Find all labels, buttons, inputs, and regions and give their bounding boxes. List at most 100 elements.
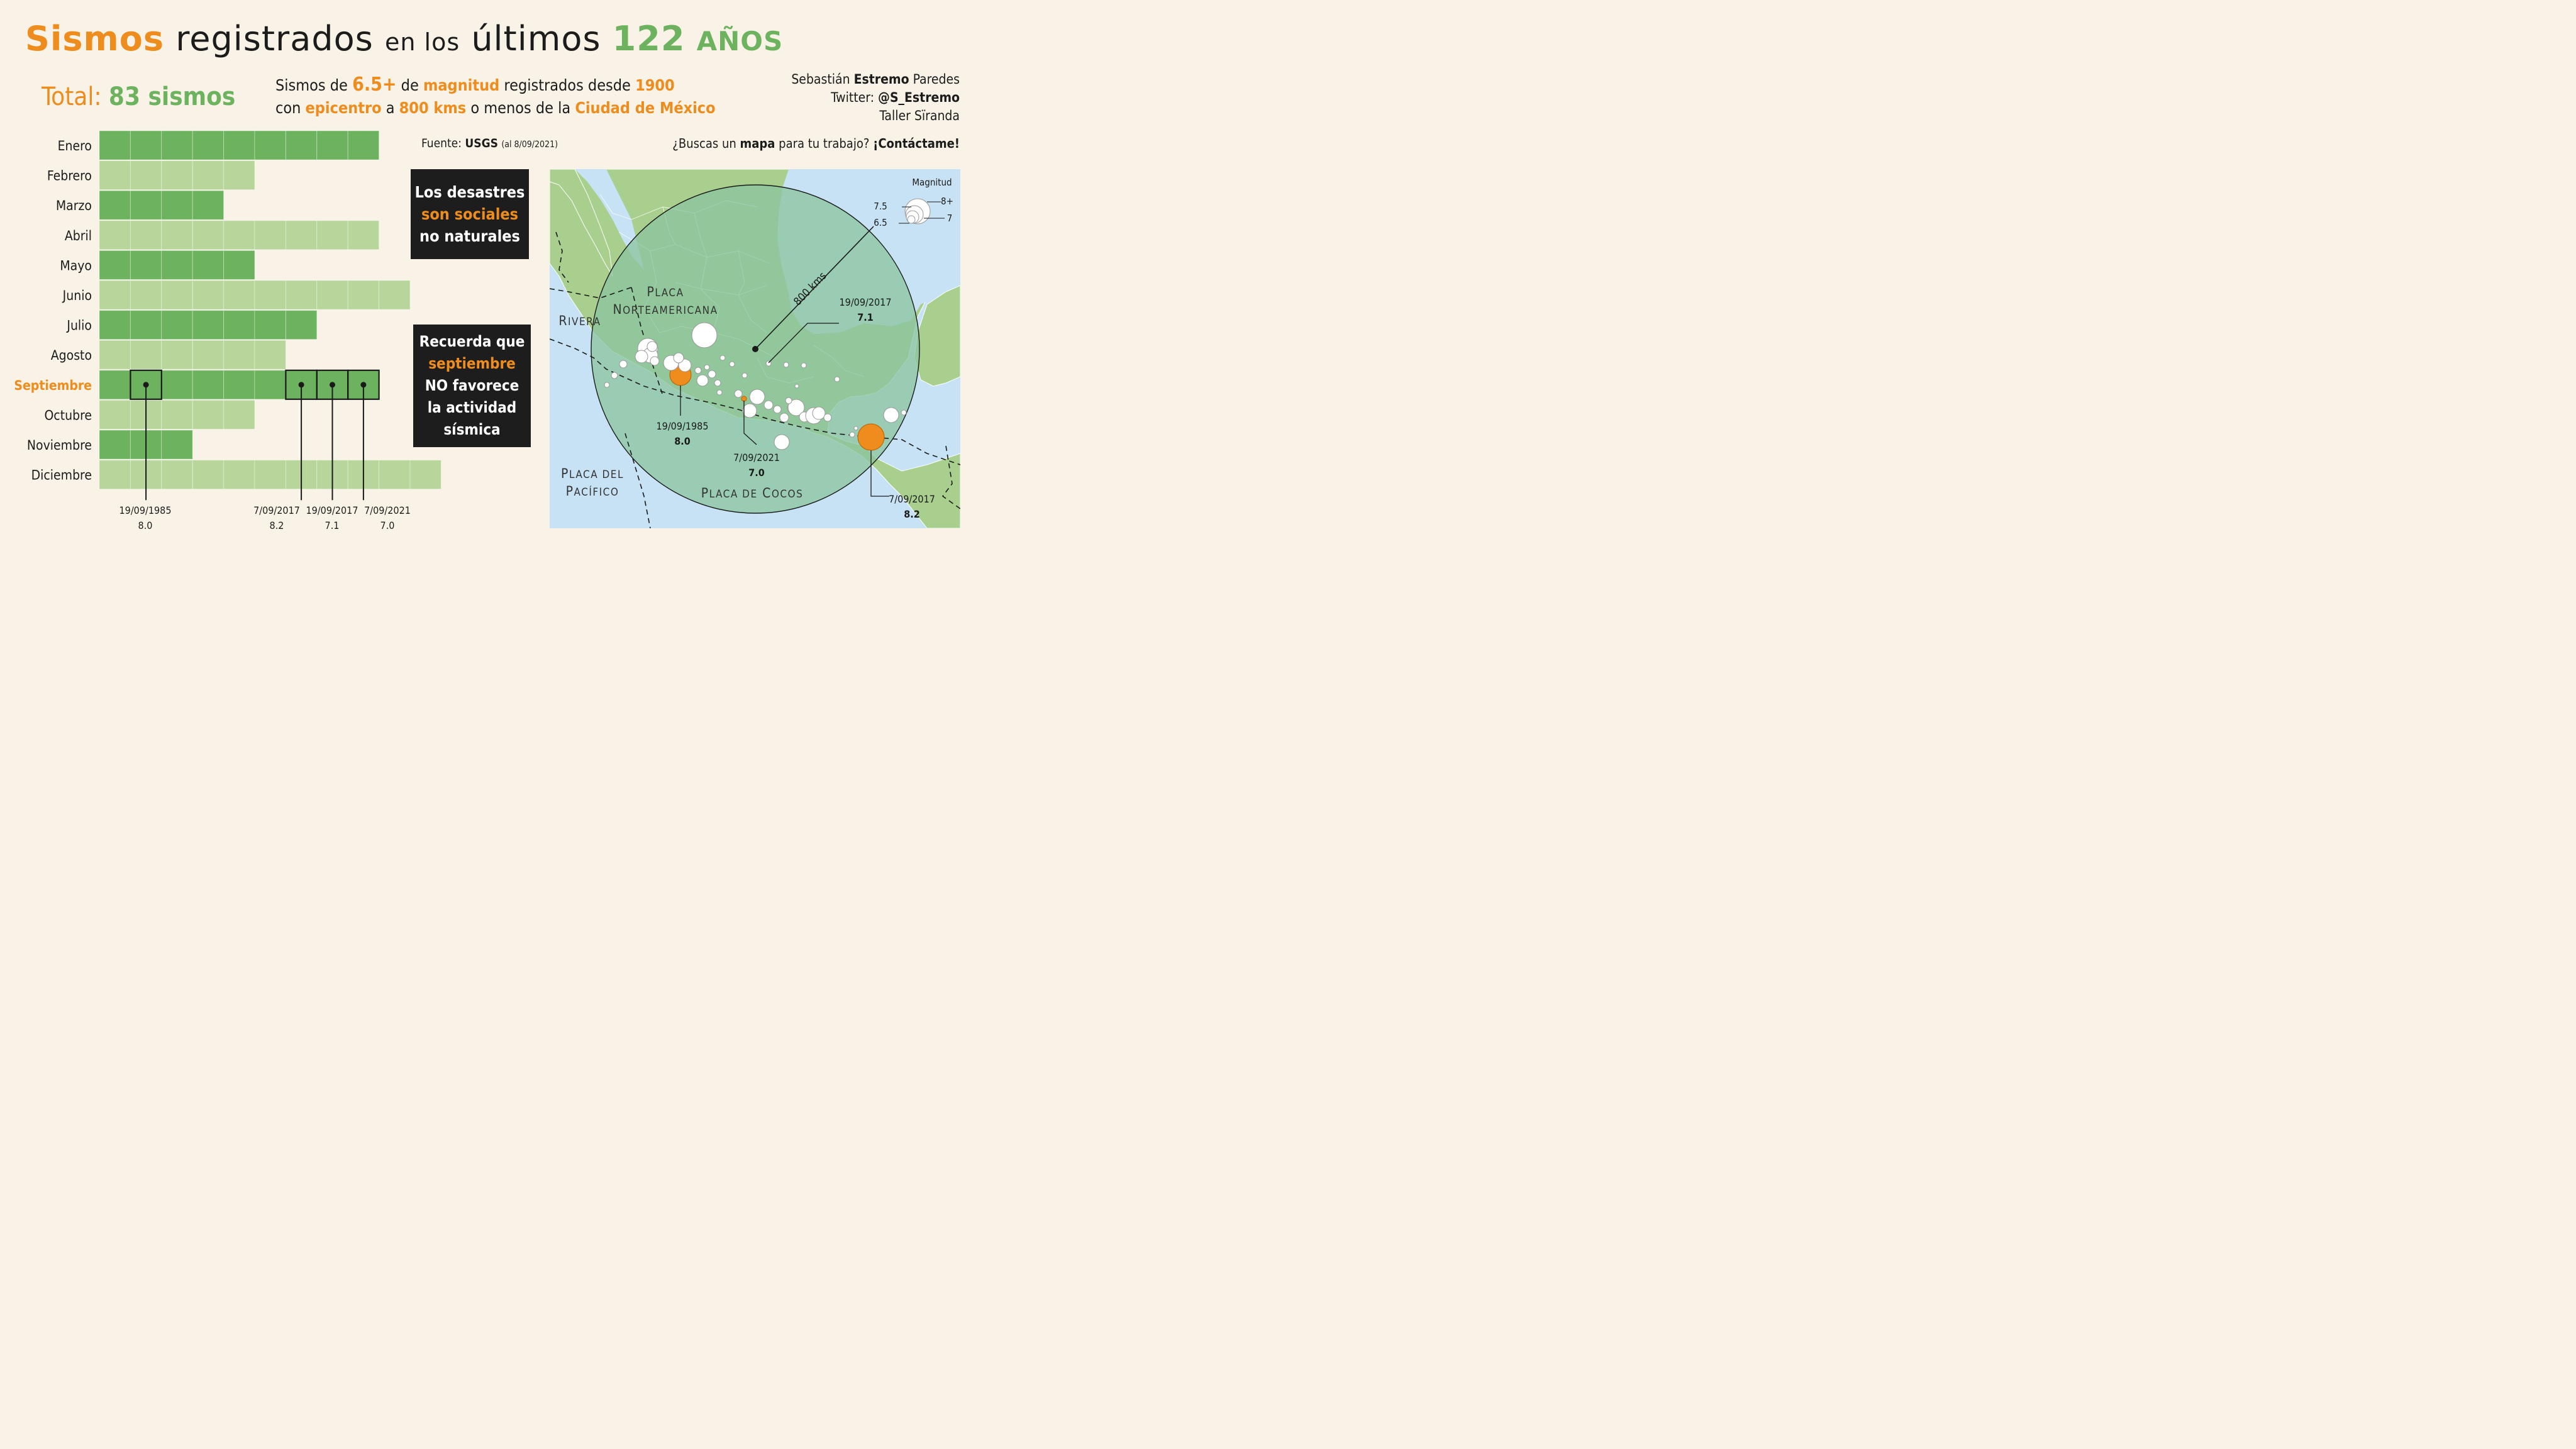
bar-block — [192, 340, 225, 370]
source-label: Fuente: — [421, 136, 462, 150]
author-line: Sebastián Estremo Paredes — [791, 70, 960, 89]
bar-block — [130, 250, 162, 280]
quake-marker — [779, 413, 789, 423]
bar-block — [161, 399, 193, 430]
bar-block — [161, 280, 193, 310]
quake-marker — [787, 399, 805, 416]
bar-block — [285, 310, 318, 340]
bar-block — [254, 310, 286, 340]
quake-marker — [719, 355, 726, 361]
epicenter-map: 800 kms PLACA NORTEAMERICANA RIVERA PLAC… — [550, 169, 960, 528]
subtitle-magnitude: 6.5+ — [352, 74, 397, 96]
month-label: Febrero — [47, 169, 92, 184]
subtitle-text: de — [401, 76, 419, 94]
quake-marker — [716, 389, 723, 396]
quake-marker — [691, 322, 718, 348]
month-label: Diciembre — [31, 468, 92, 483]
source-date: (al 8/09/2021) — [501, 140, 558, 150]
highlight-date: 19/09/1985 — [119, 504, 172, 516]
bar-block — [223, 399, 255, 430]
bar-block — [254, 460, 286, 490]
month-label: Septiembre — [14, 378, 92, 393]
bar-block — [99, 430, 131, 460]
month-label: Julio — [66, 318, 92, 333]
bar-block — [192, 370, 225, 400]
legend-level: 7 — [947, 213, 953, 224]
subtitle-line-1: Sismos de 6.5+ de magnitud registrados d… — [275, 74, 716, 97]
bar-block — [254, 340, 286, 370]
subtitle-line-2: con epicentro a 800 kms o menos de la Ci… — [275, 97, 716, 119]
quake-marker — [853, 426, 858, 431]
quake-marker — [696, 374, 709, 387]
quake-marker — [704, 364, 710, 370]
quake-marker — [635, 350, 648, 364]
legend-leaders — [899, 201, 945, 224]
cta-text: ¿Buscas un — [672, 136, 736, 151]
monthly-quake-chart: Enero Febrero Marzo Abril Mayo Junio Julio Agos… — [14, 130, 441, 531]
bar-block — [379, 280, 411, 310]
bar-block — [161, 130, 193, 160]
month-label: Agosto — [51, 348, 92, 363]
bar-block — [316, 130, 348, 160]
bar-block — [99, 130, 131, 160]
magnitude-legend: Magnitud 6.5 7 7.5 8+ — [874, 177, 953, 228]
bar-block — [192, 460, 225, 490]
quake-marker — [741, 372, 748, 379]
bar-block — [223, 280, 255, 310]
bar-block — [192, 399, 225, 430]
quake-marker — [673, 352, 684, 364]
page-title: Sismos registrados en los últimos 122 AÑ… — [25, 19, 783, 58]
quake-marker — [901, 409, 907, 416]
bar-block — [161, 250, 193, 280]
quake-marker — [708, 370, 716, 379]
cta-bold: mapa — [740, 136, 775, 151]
legend-level: 8+ — [941, 196, 953, 207]
radius-line — [755, 226, 874, 350]
subtitle-text: o menos de la — [470, 99, 571, 117]
highlight-date: 7/09/2021 — [364, 504, 411, 516]
callout-magnitude: 7.1 — [857, 311, 874, 323]
quake-marker — [785, 397, 792, 404]
bar-block — [285, 280, 318, 310]
quake-marker — [611, 372, 618, 379]
box-line: no naturales — [419, 227, 520, 245]
bar-block — [347, 220, 380, 250]
twitter-line: Twitter: @S_Estremo — [791, 89, 960, 107]
credits: Sebastián Estremo Paredes Twitter: @S_Es… — [791, 70, 960, 125]
subtitle-distance: 800 kms — [399, 99, 467, 117]
month-label: Noviembre — [27, 438, 92, 453]
bar-block — [99, 399, 131, 430]
bar-block — [347, 280, 380, 310]
mexico-city-marker — [752, 346, 758, 352]
plate-label-norteamericana-2: NORTEAMERICANA — [613, 302, 718, 317]
box-line: la actividad — [427, 399, 517, 416]
highlight-magnitude: 7.1 — [325, 519, 340, 531]
quake-marker — [619, 360, 628, 369]
quake-marker — [694, 367, 702, 374]
highlight-magnitude: 8.0 — [138, 519, 153, 531]
box-line-highlight: septiembre — [428, 355, 516, 372]
total-count: Total: 83 sismos — [42, 82, 235, 111]
quake-marker — [823, 413, 832, 422]
legend-title: Magnitud — [912, 177, 952, 188]
box-line: Recuerda que — [419, 333, 525, 350]
bar-block — [161, 310, 193, 340]
bar-block — [223, 220, 255, 250]
box-line: NO favorece — [425, 377, 519, 394]
highlight-date: 7/09/2017 — [253, 504, 300, 516]
bar-block — [192, 190, 225, 220]
bar-block — [130, 220, 162, 250]
bar-block — [99, 280, 131, 310]
bar-block — [254, 370, 286, 400]
month-label: Abril — [65, 228, 92, 243]
bar-block — [192, 160, 225, 191]
message-box-september: Recuerda que septiembre NO favorece la a… — [413, 325, 531, 447]
gulf-of-california — [575, 169, 644, 270]
bar-block — [161, 340, 193, 370]
bar-block — [254, 280, 286, 310]
bar-block — [192, 280, 225, 310]
subtitle-highlight: epicentro — [305, 99, 382, 117]
subtitle-text: a — [386, 99, 395, 117]
title-word-sismos: Sismos — [25, 19, 165, 58]
subtitle-text: con — [275, 99, 301, 117]
